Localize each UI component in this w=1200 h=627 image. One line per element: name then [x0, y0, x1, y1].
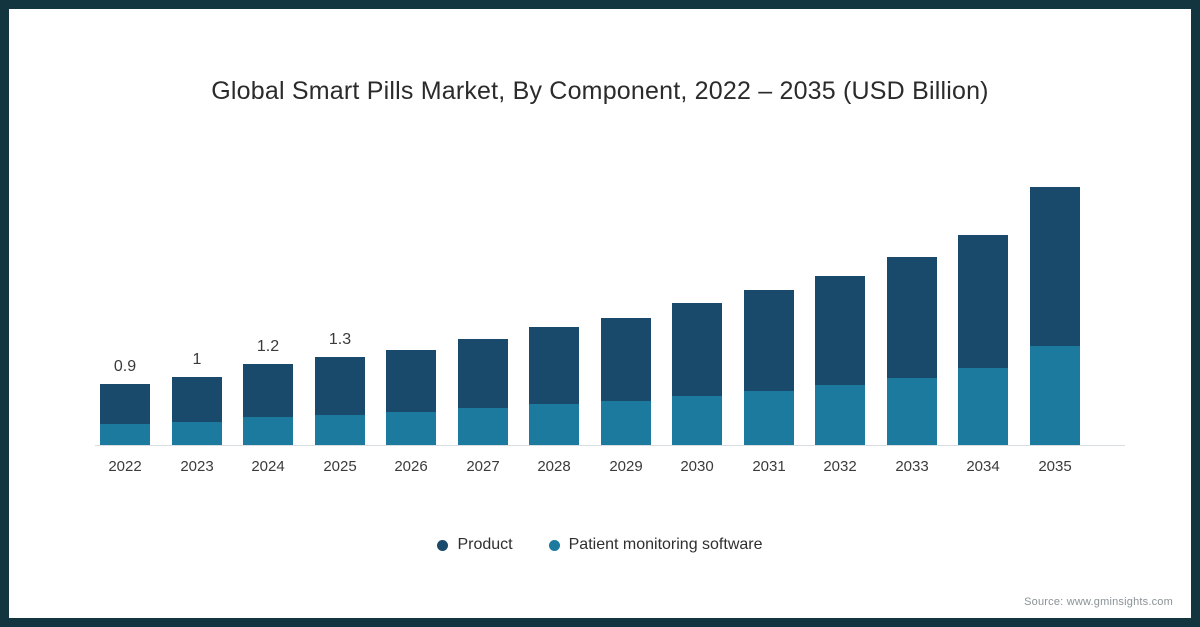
bar-segment-product[interactable] — [243, 363, 293, 417]
bar-stack[interactable] — [887, 257, 937, 445]
page-title: Global Smart Pills Market, By Component,… — [211, 77, 989, 105]
bar-stack[interactable] — [243, 363, 293, 445]
x-axis-tick-2024: 2024 — [251, 458, 285, 475]
bar-value-label: 1.3 — [328, 330, 352, 348]
x-axis-tick-2028: 2028 — [537, 458, 571, 475]
bar-segment-product[interactable] — [1030, 187, 1080, 347]
bar-segment-product[interactable] — [386, 350, 436, 413]
chart-canvas: Global Smart Pills Market, By Component,… — [9, 9, 1191, 618]
x-axis-line — [95, 445, 1125, 446]
x-axis-tick-2032: 2032 — [823, 458, 857, 475]
bar-value-label: 1.2 — [256, 337, 280, 355]
x-axis-tick-2022: 2022 — [108, 458, 142, 475]
legend-item-label: Product — [457, 536, 513, 553]
bar-segment-product[interactable] — [601, 317, 651, 401]
x-axis-tick-2023: 2023 — [180, 458, 214, 475]
bar-stack[interactable] — [815, 276, 865, 445]
plot-area: 0.9 1 1.2 1.3 — [100, 139, 1120, 445]
bar-segment-patient-monitoring-software[interactable] — [315, 414, 365, 445]
bar-stack[interactable] — [172, 377, 222, 445]
bar-segment-product[interactable] — [529, 327, 579, 405]
x-axis-tick-2030: 2030 — [680, 458, 714, 475]
x-axis-tick-2029: 2029 — [609, 458, 643, 475]
legend-item[interactable]: Patient monitoring software — [548, 536, 763, 554]
x-axis-tick-2034: 2034 — [966, 458, 1000, 475]
bar-segment-patient-monitoring-software[interactable] — [458, 408, 508, 445]
bar-segment-product[interactable] — [744, 290, 794, 391]
bar-segment-patient-monitoring-software[interactable] — [958, 367, 1008, 445]
bar-segment-product[interactable] — [458, 338, 508, 409]
bar-segment-product[interactable] — [887, 257, 937, 378]
bar-segment-product[interactable] — [958, 234, 1008, 368]
bar-segment-patient-monitoring-software[interactable] — [243, 416, 293, 445]
bar-stack[interactable] — [958, 234, 1008, 445]
bar-segment-patient-monitoring-software[interactable] — [887, 377, 937, 445]
bar-stack[interactable] — [100, 383, 150, 445]
bar-stack[interactable] — [386, 350, 436, 445]
source-attribution: Source: www.gminsights.com — [1024, 596, 1173, 608]
bar-segment-patient-monitoring-software[interactable] — [601, 400, 651, 445]
bar-segment-product[interactable] — [315, 356, 365, 415]
bar-segment-patient-monitoring-software[interactable] — [529, 404, 579, 445]
x-axis-tick-labels: 2022 2023 2024 2025 2026 2027 2028 2029 2030 2031… — [100, 458, 1120, 482]
legend-item-label: Patient monitoring software — [568, 536, 763, 553]
legend-swatch-icon — [548, 539, 560, 551]
x-axis-tick-2026: 2026 — [394, 458, 428, 475]
bar-segment-product[interactable] — [815, 276, 865, 386]
x-axis-tick-2031: 2031 — [752, 458, 786, 475]
legend-swatch-icon — [437, 539, 449, 551]
bar-segment-patient-monitoring-software[interactable] — [172, 421, 222, 445]
bar-segment-patient-monitoring-software[interactable] — [672, 395, 722, 445]
x-axis-tick-2035: 2035 — [1038, 458, 1072, 475]
bar-segment-product[interactable] — [672, 302, 722, 396]
bar-stack[interactable] — [315, 356, 365, 445]
bar-segment-patient-monitoring-software[interactable] — [1030, 346, 1080, 445]
x-axis-tick-2025: 2025 — [323, 458, 357, 475]
x-axis-tick-2033: 2033 — [895, 458, 929, 475]
bar-segment-patient-monitoring-software[interactable] — [744, 390, 794, 445]
bar-stack[interactable] — [1030, 187, 1080, 445]
chart-legend: Product Patient monitoring software — [9, 536, 1191, 554]
bar-stack[interactable] — [672, 302, 722, 445]
legend-item[interactable]: Product — [437, 536, 513, 554]
x-axis-tick-2027: 2027 — [466, 458, 500, 475]
bar-segment-patient-monitoring-software[interactable] — [386, 412, 436, 445]
bar-stack[interactable] — [529, 327, 579, 445]
bar-value-label: 1 — [192, 351, 202, 369]
bar-segment-product[interactable] — [172, 377, 222, 422]
bar-stack[interactable] — [458, 338, 508, 445]
bar-stack[interactable] — [601, 317, 651, 445]
bar-stack[interactable] — [744, 290, 794, 445]
bar-segment-product[interactable] — [100, 383, 150, 424]
bar-segment-patient-monitoring-software[interactable] — [100, 423, 150, 445]
bar-segment-patient-monitoring-software[interactable] — [815, 385, 865, 445]
bar-value-label: 0.9 — [113, 357, 137, 375]
